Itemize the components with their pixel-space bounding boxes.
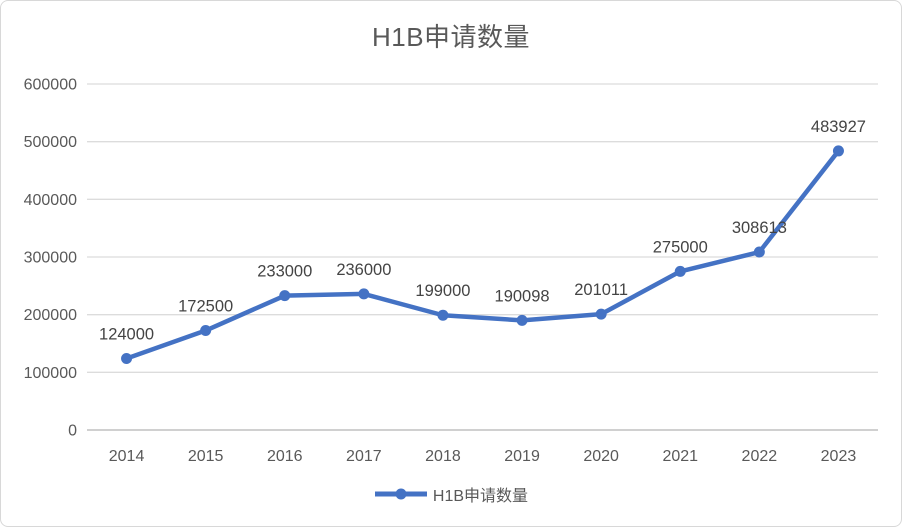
data-label: 275000 <box>653 238 708 256</box>
y-tick-label: 600000 <box>24 77 77 94</box>
x-tick-label: 2018 <box>425 448 461 465</box>
legend: H1B申请数量 <box>1 482 901 506</box>
data-label: 199000 <box>415 282 470 300</box>
data-point[interactable] <box>753 246 765 258</box>
data-point[interactable] <box>595 308 607 320</box>
legend-line-marker-icon <box>374 488 427 500</box>
data-label: 308613 <box>732 219 787 237</box>
chart-title: H1B申请数量 <box>371 22 531 52</box>
x-tick-label: 2021 <box>662 448 698 465</box>
data-label: 233000 <box>257 263 312 281</box>
data-label: 483927 <box>811 118 866 136</box>
x-tick-label: 2016 <box>267 448 303 465</box>
data-point[interactable] <box>674 265 686 277</box>
legend-series-label: H1B申请数量 <box>432 488 529 505</box>
data-point[interactable] <box>832 145 844 157</box>
x-tick-label: 2019 <box>504 448 540 465</box>
y-tick-label: 200000 <box>24 307 77 324</box>
x-tick-label: 2022 <box>742 448 778 465</box>
x-tick-label: 2017 <box>346 448 382 465</box>
data-label: 124000 <box>99 325 154 343</box>
x-tick-label: 2014 <box>109 448 145 465</box>
data-label: 236000 <box>336 261 391 279</box>
data-point[interactable] <box>358 288 370 300</box>
data-line <box>124 148 841 361</box>
data-point[interactable] <box>121 352 133 364</box>
y-tick-label: 100000 <box>24 365 77 382</box>
data-label: 190098 <box>495 287 550 305</box>
data-point[interactable] <box>437 309 449 321</box>
data-point[interactable] <box>200 325 212 337</box>
data-point[interactable] <box>516 314 528 326</box>
x-tick-label: 2015 <box>188 448 224 465</box>
data-label: 201011 <box>574 281 628 299</box>
x-tick-label: 2023 <box>821 448 857 465</box>
x-tick-label: 2020 <box>583 448 619 465</box>
y-tick-label: 400000 <box>24 192 77 209</box>
y-tick-label: 500000 <box>24 134 77 151</box>
legend-marker-dot <box>395 488 407 500</box>
y-tick-label: 0 <box>68 423 77 440</box>
y-tick-label: 300000 <box>24 250 77 267</box>
data-point[interactable] <box>279 290 291 302</box>
data-label: 172500 <box>178 298 233 316</box>
